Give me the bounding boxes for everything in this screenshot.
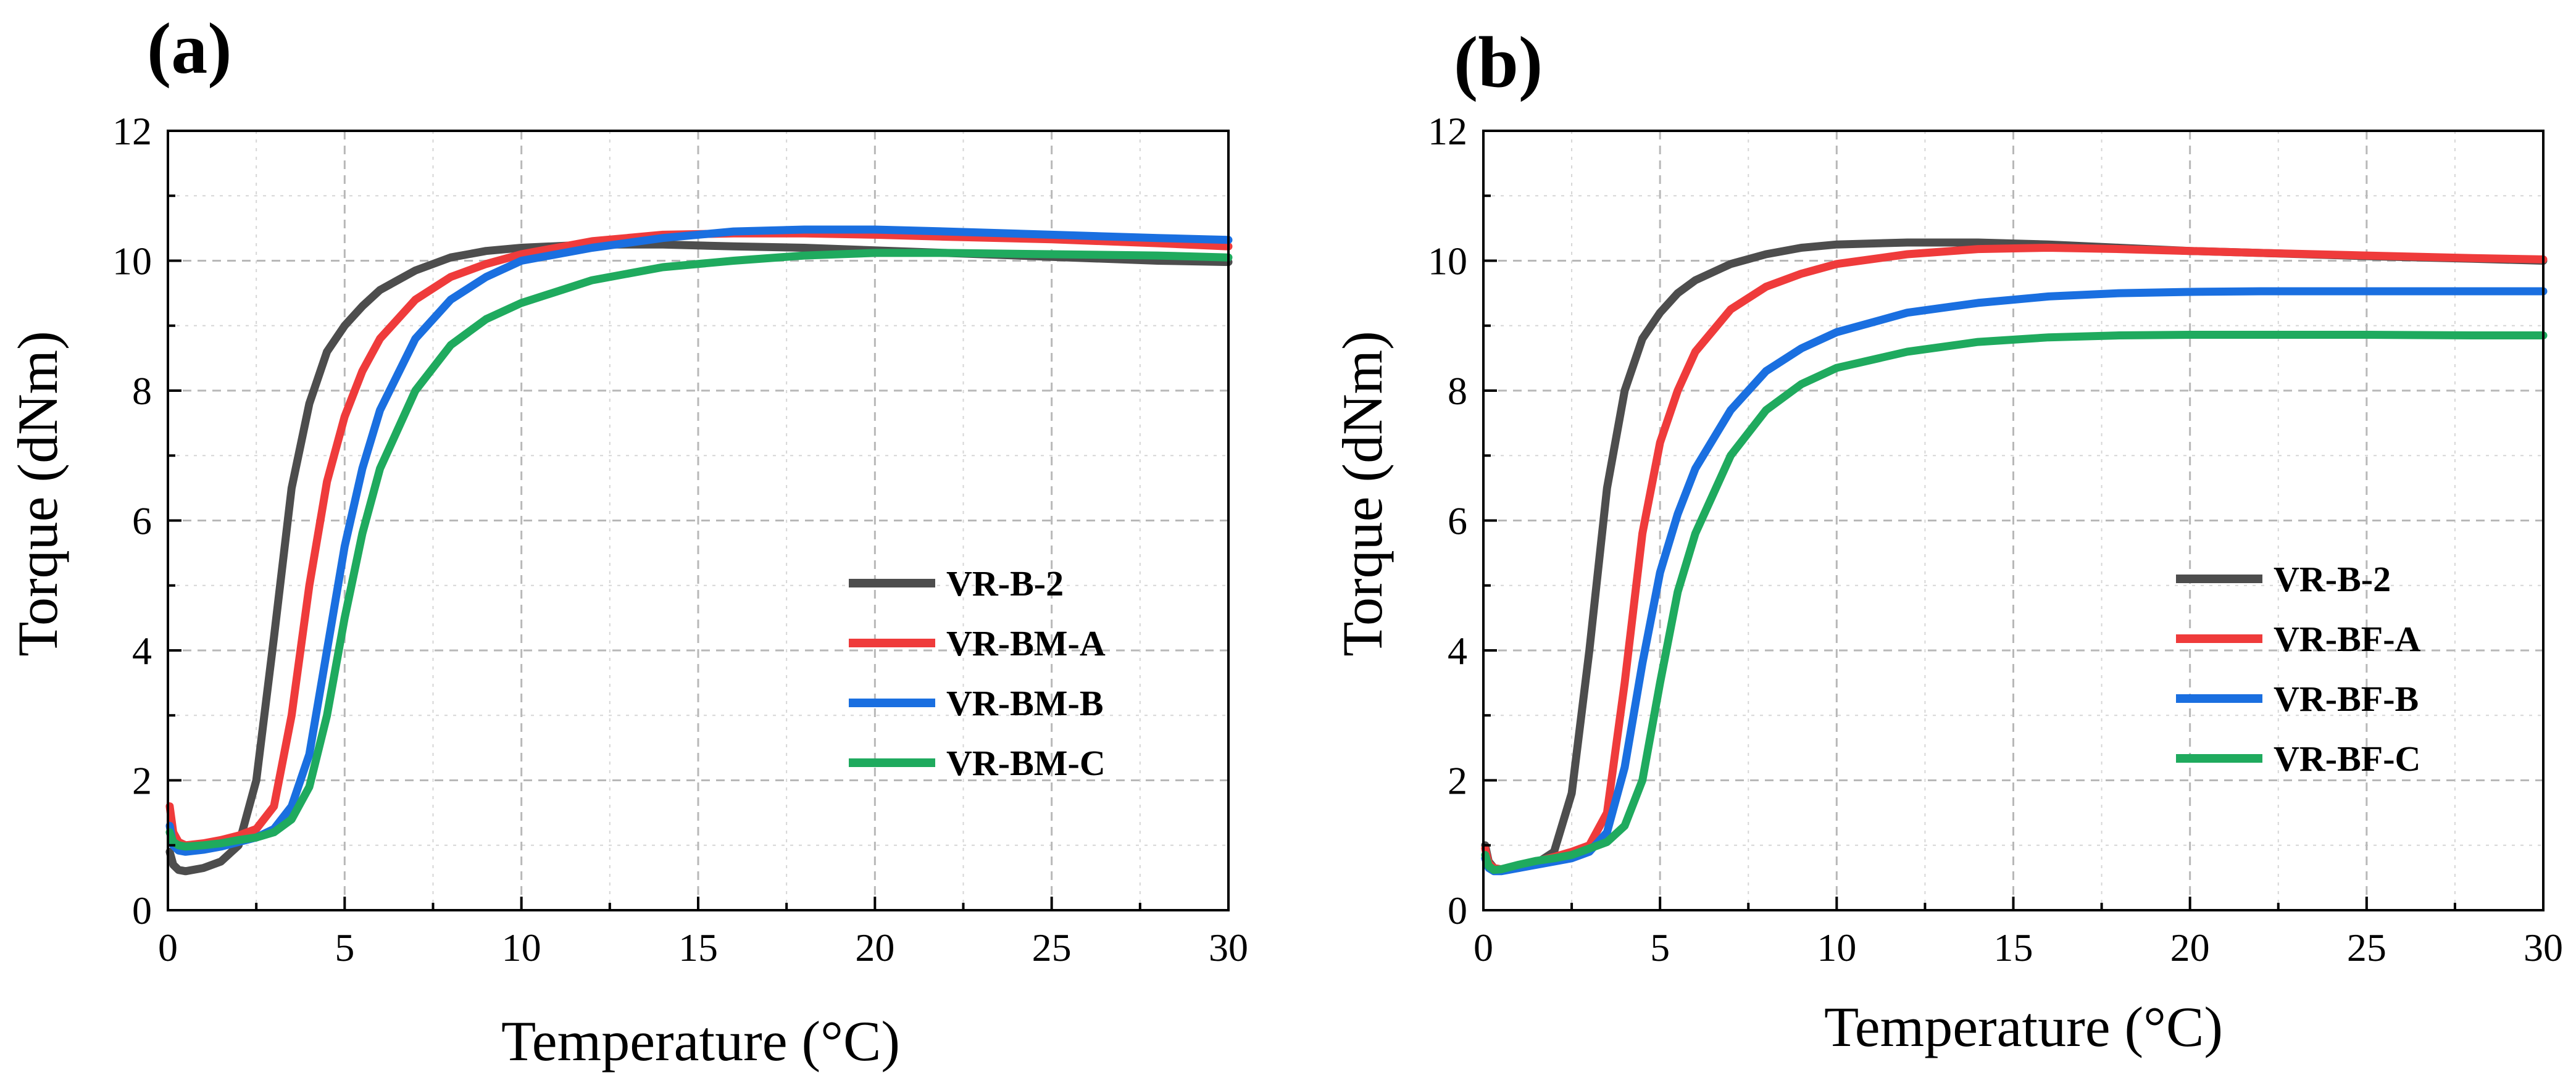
x-tick-label: 25 [1032, 926, 1072, 969]
legend-label-VR-BM-C: VR-BM-C [946, 743, 1106, 783]
x-tick-label: 5 [335, 926, 354, 969]
y-tick-label: 10 [112, 239, 152, 283]
x-tick-label: 15 [678, 926, 718, 969]
y-tick-label: 8 [1448, 369, 1467, 413]
legend-label-VR-B-2: VR-B-2 [946, 563, 1064, 604]
y-tick-label: 8 [132, 369, 152, 413]
x-tick-label: 10 [502, 926, 541, 969]
y-tick-label: 12 [112, 109, 152, 153]
x-tick-label: 25 [2347, 926, 2386, 969]
x-tick-label: 10 [1817, 926, 1856, 969]
y-tick-label: 6 [1448, 499, 1467, 543]
x-tick-label: 30 [2524, 926, 2563, 969]
y-tick-label: 6 [132, 499, 152, 543]
series-line-VR-BF-C [1481, 331, 2548, 874]
legend-label-VR-BF-A: VR-BF-A [2274, 619, 2421, 659]
series-line-VR-BM-C [165, 249, 1233, 851]
y-tick-label: 2 [1448, 759, 1467, 803]
legend-label-VR-BM-B: VR-BM-B [946, 683, 1104, 723]
y-tick-label: 0 [1448, 889, 1467, 932]
y-tick-label: 4 [132, 629, 152, 673]
legend-a: VR-B-2 VR-BM-A VR-BM-B VR-BM-C [849, 563, 1106, 783]
legend-label-VR-B-2: VR-B-2 [2274, 559, 2391, 599]
panel-label-b: (b) [1454, 22, 1543, 102]
legend-label-VR-BF-C: VR-BF-C [2274, 739, 2420, 779]
x-tick-label: 20 [855, 926, 894, 969]
panel-a: (a) Torque (dNm) Temperature (°C) 0 5 10 15… [6, 8, 1248, 1073]
series-line-VR-B-2 [165, 240, 1233, 876]
legend-label-VR-BM-A: VR-BM-A [946, 623, 1106, 663]
y-tick-label: 0 [132, 889, 152, 932]
x-axis-title-b: Temperature (°C) [1824, 995, 2223, 1058]
x-tick-label: 0 [1473, 926, 1493, 969]
panel-b: (b) Torque (dNm) Temperature (°C) 0 5 10 15… [1331, 22, 2563, 1058]
y-axis-title-a: Torque (dNm) [6, 331, 69, 657]
x-tick-label: 20 [2170, 926, 2210, 969]
y-tick-label: 10 [1428, 239, 1467, 283]
x-tick-label: 5 [1650, 926, 1670, 969]
y-tick-label: 12 [1428, 109, 1467, 153]
y-axis-title-b: Torque (dNm) [1331, 331, 1394, 657]
x-tick-label: 15 [1994, 926, 2033, 969]
x-axis-title-a: Temperature (°C) [501, 1010, 900, 1073]
x-tick-label: 0 [158, 926, 178, 969]
x-tick-label: 30 [1209, 926, 1248, 969]
panel-label-a: (a) [147, 8, 232, 89]
legend-b: VR-B-2 VR-BF-A VR-BF-B VR-BF-C [2176, 559, 2421, 779]
y-tick-label: 2 [132, 759, 152, 803]
y-tick-label: 4 [1448, 629, 1467, 673]
legend-label-VR-BF-B: VR-BF-B [2274, 679, 2419, 719]
